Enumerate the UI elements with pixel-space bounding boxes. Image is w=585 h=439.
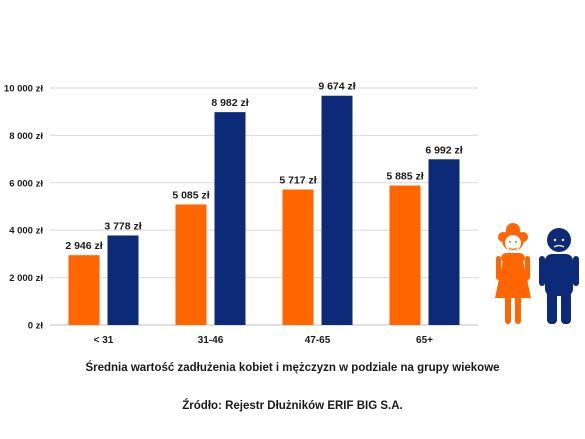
- y-axis-ticks: 0 zł 2 000 zł 4 000 zł 6 000 zł 8 000 zł 10 0…: [4, 84, 43, 332]
- data-label: 2 946 zł: [65, 240, 102, 252]
- y-tick-label: 0 zł: [28, 321, 44, 332]
- data-label: 5 085 zł: [172, 189, 209, 201]
- woman-figure-icon: [495, 223, 531, 324]
- bar-men: [214, 112, 246, 325]
- x-tick-label: 65+: [416, 335, 433, 346]
- data-label: 5 885 zł: [386, 171, 423, 183]
- bar-men: [107, 235, 139, 325]
- x-tick-label: 47-65: [305, 335, 331, 346]
- x-axis-ticks: < 31 31-46 47-65 65+: [94, 335, 434, 346]
- bar-men: [321, 95, 353, 325]
- y-tick-label: 8 000 zł: [9, 131, 43, 142]
- y-tick-label: 2 000 zł: [9, 273, 43, 284]
- bar-men: [428, 159, 460, 325]
- x-tick-label: 31-46: [198, 335, 224, 346]
- bar-women: [175, 204, 207, 325]
- data-labels: 2 946 zł3 778 zł 5 085 zł 8 982 zł 5 717 zł…: [65, 81, 462, 252]
- bar-women: [389, 185, 421, 325]
- chart-source: Źródło: Rejestr Dłużników ERIF BIG S.A.: [182, 400, 403, 412]
- data-label: 3 778 zł: [104, 220, 141, 232]
- y-tick-label: 4 000 zł: [9, 226, 43, 237]
- data-label: 9 674 zł: [318, 81, 355, 93]
- data-label: 5 717 zł: [279, 175, 316, 187]
- bar-women: [282, 189, 314, 325]
- bar-women: [68, 255, 100, 325]
- data-label: 6 992 zł: [425, 144, 462, 156]
- bars: [68, 95, 460, 325]
- data-label: 8 982 zł: [211, 97, 248, 109]
- x-tick-label: < 31: [94, 335, 114, 346]
- man-figure-icon: [539, 228, 579, 324]
- y-tick-label: 10 000 zł: [4, 84, 43, 95]
- chart-title: Średnia wartość zadłużenia kobiet i mężc…: [85, 362, 500, 374]
- y-tick-label: 6 000 zł: [9, 178, 43, 189]
